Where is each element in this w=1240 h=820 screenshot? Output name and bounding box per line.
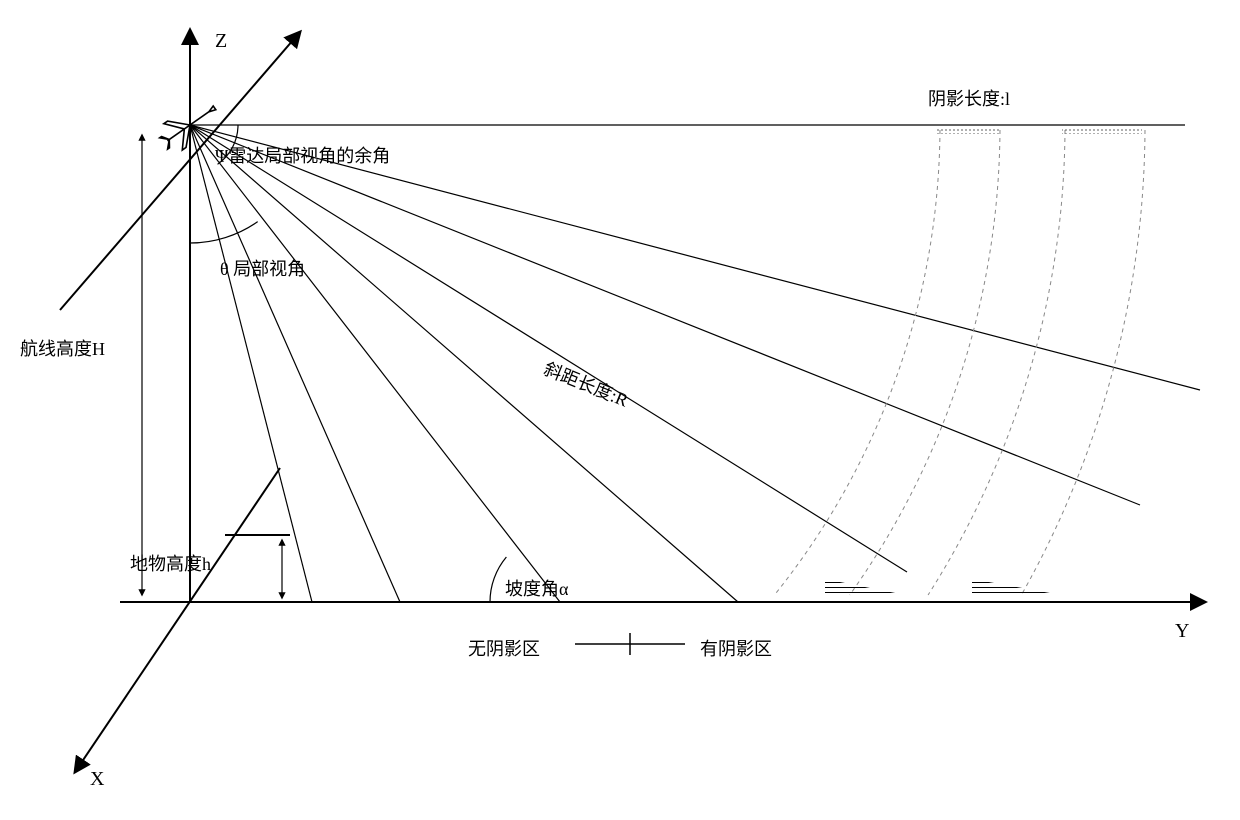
label-slope-angle: 坡度角α [505, 575, 568, 601]
label-flight-altitude: 航线高度H [20, 335, 105, 361]
label-with-shadow-zone: 有阴影区 [700, 635, 772, 661]
axis-z-label: Z [215, 30, 227, 53]
label-shadow-length: 阴影长度:l [928, 85, 1010, 111]
label-object-height: 地物高度h [130, 550, 211, 576]
label-theta: θ 局部视角 [220, 255, 305, 281]
label-no-shadow-zone: 无阴影区 [468, 635, 540, 661]
axis-y-label: Y [1175, 620, 1189, 643]
label-psi: Ψ雷达局部视角的余角 [215, 142, 390, 168]
axis-x-label: X [90, 768, 104, 791]
